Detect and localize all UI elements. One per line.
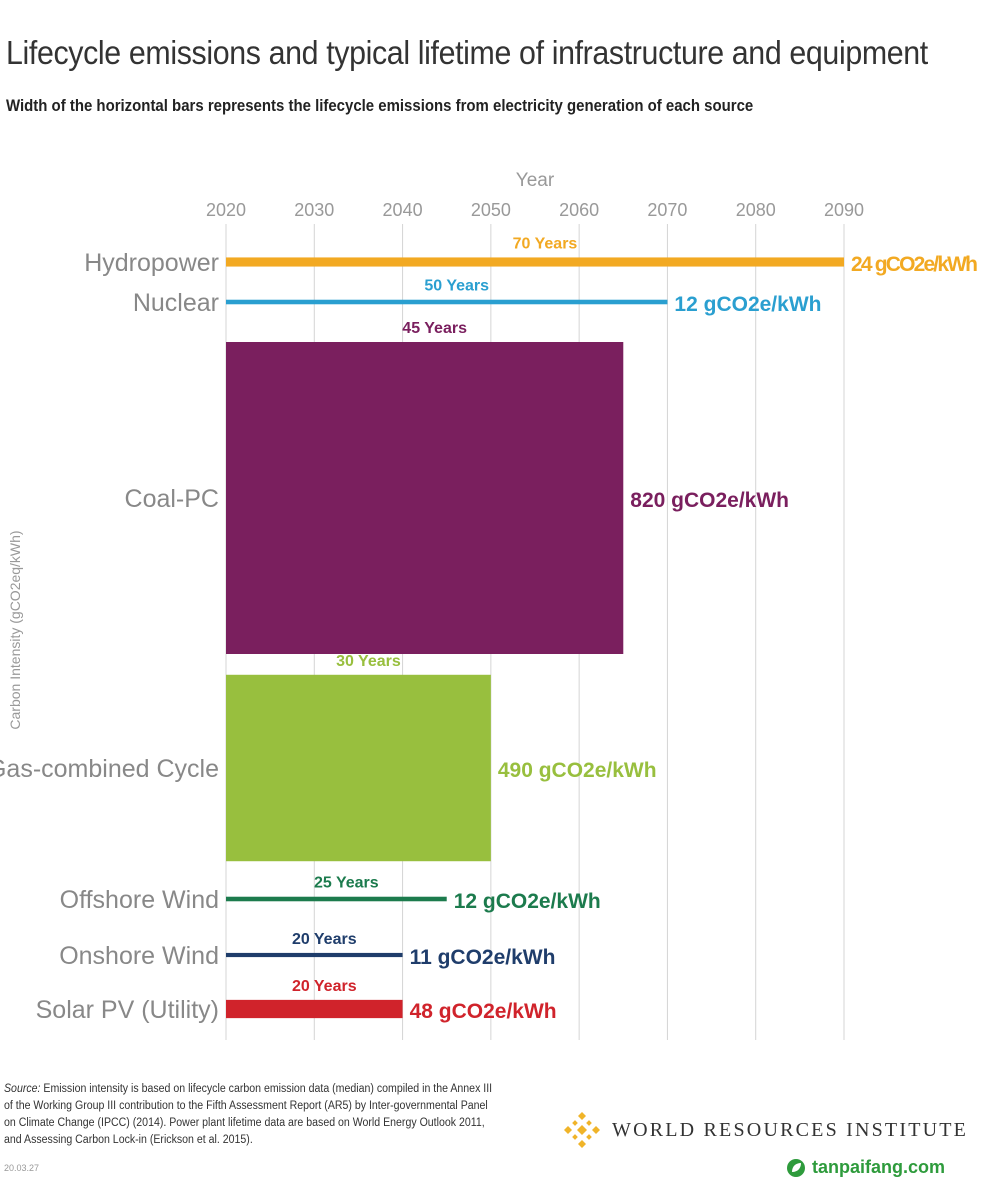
wri-diamond-logo-icon — [564, 1112, 600, 1148]
lifetime-label: 45 Years — [402, 320, 467, 337]
y-axis-title: Carbon Intensity (gCO2eq/kWh) — [7, 530, 23, 729]
watermark: tanpaifang.com — [786, 1157, 945, 1178]
category-label: Gas-combined Cycle — [0, 755, 219, 783]
emissions-label: 490 gCO2e/kWh — [498, 759, 657, 782]
bar-offshore-wind — [226, 896, 447, 902]
category-label: Hydropower — [84, 249, 219, 277]
bar-hydropower — [226, 257, 844, 267]
wri-logo-text: WORLD RESOURCES INSTITUTE — [612, 1118, 969, 1141]
tanpaifang-leaf-icon — [787, 1158, 805, 1177]
lifetime-label: 70 Years — [513, 235, 578, 252]
emissions-label: 12 gCO2e/kWh — [674, 293, 821, 316]
x-tick-label: 2020 — [206, 200, 246, 220]
x-tick-label: 2040 — [383, 200, 423, 220]
emissions-label: 11 gCO2e/kWh — [410, 946, 556, 969]
bar-nuclear — [226, 299, 668, 305]
chart-canvas: 2020 2030 2040 2050 2060 2070 2080 2090 Year Carb… — [0, 170, 978, 1040]
category-label: Offshore Wind — [60, 886, 219, 914]
lifetime-label: 20 Years — [292, 978, 357, 995]
watermark-text: tanpaifang.com — [812, 1157, 946, 1177]
category-label: Solar PV (Utility) — [36, 996, 219, 1024]
x-tick-label: 2060 — [559, 200, 599, 220]
lifetime-label: 30 Years — [336, 653, 401, 670]
emissions-label: 12 gCO2e/kWh — [454, 890, 601, 913]
x-tick-label: 2050 — [471, 200, 511, 220]
source-label: Source: — [4, 1083, 41, 1095]
lifetime-label: 50 Years — [424, 278, 489, 295]
bar-coal-pc — [226, 342, 624, 654]
category-label: Coal-PC — [125, 485, 219, 513]
lifetime-label: 20 Years — [292, 931, 357, 948]
category-label: Onshore Wind — [59, 942, 219, 970]
x-tick-label: 2080 — [736, 200, 776, 220]
source-text: Emission intensity is based on lifecycle… — [4, 1083, 493, 1146]
bar-solar-pv-utility- — [226, 999, 403, 1019]
x-tick-label: 2070 — [647, 200, 687, 220]
date-code: 20.03.27 — [4, 1163, 40, 1173]
emissions-label: 48 gCO2e/kWh — [410, 1000, 557, 1023]
chart-title: Lifecycle emissions and typical lifetime… — [6, 34, 928, 71]
source-note: Source: Emission intensity is based on l… — [4, 1081, 501, 1149]
x-axis-title: Year — [516, 170, 555, 191]
x-tick-label: 2090 — [824, 200, 864, 220]
category-label: Nuclear — [133, 289, 219, 317]
chart-subtitle: Width of the horizontal bars represents … — [6, 96, 754, 115]
bar-gas-combined-cycle — [226, 674, 491, 862]
emissions-label: 24 gCO2e/kWh — [851, 253, 978, 276]
emissions-label: 820 gCO2e/kWh — [630, 489, 789, 512]
wri-logo: WORLD RESOURCES INSTITUTE — [562, 1110, 968, 1150]
x-tick-label: 2030 — [294, 200, 334, 220]
lifetime-label: 25 Years — [314, 875, 379, 892]
bar-onshore-wind — [226, 952, 403, 958]
